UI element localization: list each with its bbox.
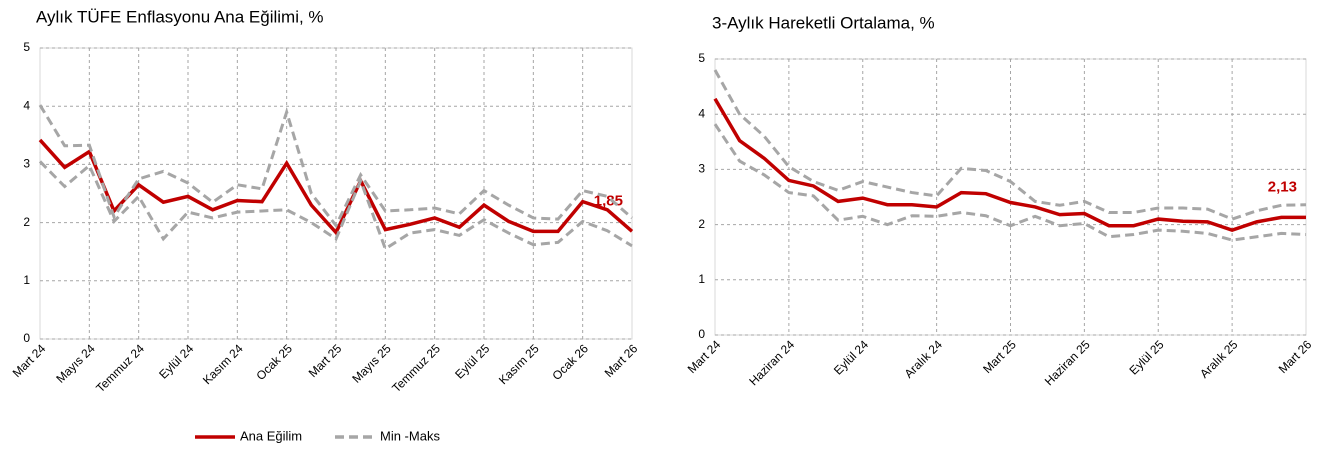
legend-label: Ana Eğilim — [240, 428, 302, 443]
x-tick-label: Eylül 25 — [1127, 337, 1167, 377]
series-line — [713, 97, 1306, 232]
y-tick-label: 5 — [23, 40, 30, 54]
series-line — [713, 123, 1307, 242]
x-tick-label: Haziran 25 — [1042, 337, 1093, 388]
y-tick-label: 1 — [23, 273, 30, 287]
x-tick-label: Ocak 25 — [254, 341, 296, 383]
y-tick-label: 3 — [698, 162, 705, 176]
x-tick-label: Temmuz 24 — [93, 341, 147, 395]
y-tick-label: 3 — [23, 157, 30, 171]
x-tick-label: Mart 25 — [980, 337, 1019, 376]
y-tick-label: 4 — [23, 98, 30, 112]
y-tick-label: 0 — [698, 327, 705, 341]
x-tick-label: Mart 26 — [602, 341, 641, 380]
x-tick-label: Haziran 24 — [746, 337, 797, 388]
legend-label: Min -Maks — [380, 428, 440, 443]
x-tick-label: Mart 25 — [306, 341, 345, 380]
y-tick-label: 2 — [23, 215, 30, 229]
x-tick-label: Mayıs 24 — [53, 341, 98, 386]
x-tick-label: Eylül 25 — [452, 341, 492, 381]
x-tick-label: Mart 24 — [10, 341, 49, 380]
x-tick-label: Ocak 26 — [550, 341, 592, 383]
value-label: 2,13 — [1268, 178, 1297, 195]
x-tick-label: Eylül 24 — [831, 337, 871, 377]
series-line — [713, 69, 1307, 221]
y-tick-label: 5 — [698, 51, 705, 65]
x-tick-label: Kasım 24 — [200, 341, 246, 387]
series-line — [38, 160, 633, 252]
chart-title: Aylık TÜFE Enflasyonu Ana Eğilimi, % — [36, 7, 324, 26]
series-line — [38, 138, 634, 236]
x-tick-label: Temmuz 25 — [389, 341, 443, 395]
x-tick-label: Mayıs 25 — [349, 341, 394, 386]
x-tick-label: Kasım 25 — [496, 341, 542, 387]
x-tick-label: Eylül 24 — [156, 341, 196, 381]
y-tick-label: 2 — [698, 217, 705, 231]
chart-title: 3-Aylık Hareketli Ortalama, % — [712, 13, 935, 32]
x-tick-label: Aralık 25 — [1197, 337, 1241, 381]
series-line — [38, 104, 633, 229]
y-tick-label: 4 — [698, 106, 705, 120]
y-tick-label: 1 — [698, 272, 705, 286]
x-tick-label: Mart 26 — [1276, 337, 1315, 376]
y-tick-label: 0 — [23, 331, 30, 345]
x-tick-label: Mart 24 — [685, 337, 724, 376]
x-tick-label: Aralık 24 — [902, 337, 946, 381]
